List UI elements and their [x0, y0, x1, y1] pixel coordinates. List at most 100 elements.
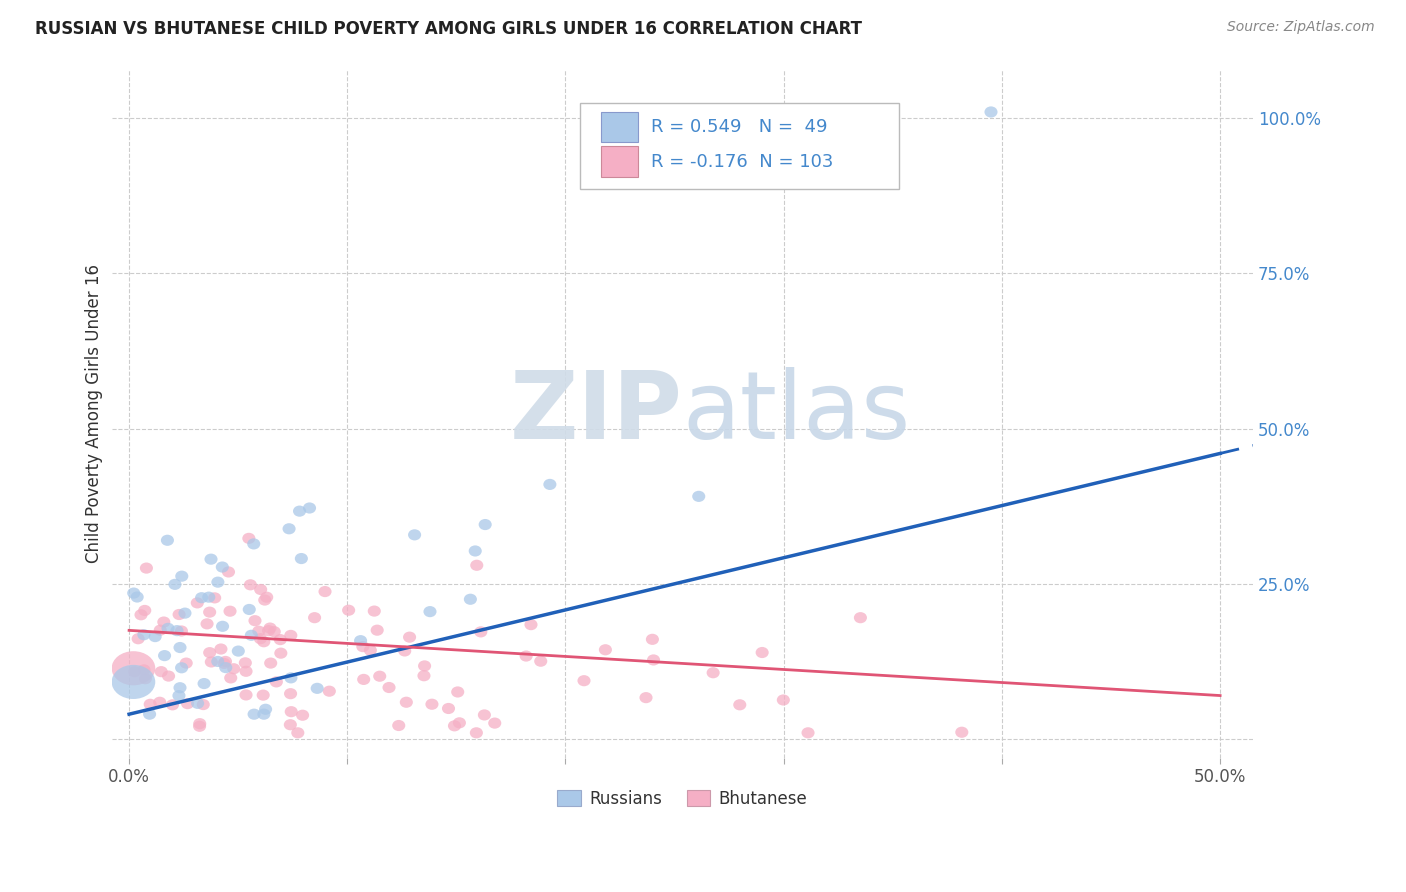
Ellipse shape: [173, 690, 186, 701]
Ellipse shape: [284, 630, 297, 641]
Ellipse shape: [645, 633, 659, 645]
Ellipse shape: [249, 615, 262, 626]
Ellipse shape: [138, 665, 150, 675]
Ellipse shape: [162, 623, 174, 634]
Ellipse shape: [201, 618, 214, 630]
Ellipse shape: [263, 623, 277, 633]
Ellipse shape: [342, 605, 356, 615]
Ellipse shape: [153, 624, 167, 636]
Text: Source: ZipAtlas.com: Source: ZipAtlas.com: [1227, 20, 1375, 34]
Ellipse shape: [257, 636, 270, 648]
Ellipse shape: [193, 718, 207, 730]
Ellipse shape: [474, 626, 488, 638]
Ellipse shape: [138, 605, 152, 616]
Ellipse shape: [222, 566, 235, 577]
Ellipse shape: [176, 571, 188, 582]
Ellipse shape: [215, 561, 229, 573]
Ellipse shape: [399, 697, 413, 708]
Ellipse shape: [239, 690, 253, 700]
Ellipse shape: [232, 646, 245, 657]
Ellipse shape: [202, 647, 217, 658]
Ellipse shape: [111, 665, 155, 699]
Ellipse shape: [368, 606, 381, 616]
Ellipse shape: [274, 648, 287, 659]
Ellipse shape: [801, 727, 814, 739]
Ellipse shape: [398, 646, 412, 657]
Ellipse shape: [984, 106, 997, 118]
Ellipse shape: [262, 625, 276, 636]
Text: RUSSIAN VS BHUTANESE CHILD POVERTY AMONG GIRLS UNDER 16 CORRELATION CHART: RUSSIAN VS BHUTANESE CHILD POVERTY AMONG…: [35, 20, 862, 37]
Legend: Russians, Bhutanese: Russians, Bhutanese: [551, 783, 814, 814]
Ellipse shape: [404, 632, 416, 643]
Ellipse shape: [162, 671, 176, 681]
Ellipse shape: [291, 727, 304, 739]
Ellipse shape: [274, 634, 287, 645]
Text: ZIP: ZIP: [509, 368, 682, 459]
Ellipse shape: [239, 657, 252, 668]
Text: atlas: atlas: [682, 368, 911, 459]
Ellipse shape: [283, 524, 295, 534]
Ellipse shape: [453, 717, 465, 729]
Ellipse shape: [157, 616, 170, 628]
Ellipse shape: [208, 592, 221, 604]
Ellipse shape: [242, 533, 256, 544]
Ellipse shape: [127, 588, 141, 599]
Ellipse shape: [204, 554, 218, 565]
Ellipse shape: [179, 607, 191, 619]
Ellipse shape: [755, 647, 769, 658]
Ellipse shape: [219, 662, 232, 673]
Ellipse shape: [257, 690, 270, 701]
Ellipse shape: [173, 609, 186, 620]
Text: R = -0.176  N = 103: R = -0.176 N = 103: [651, 153, 834, 170]
Ellipse shape: [418, 670, 430, 681]
Ellipse shape: [243, 604, 256, 615]
Ellipse shape: [418, 660, 432, 672]
Ellipse shape: [155, 666, 167, 677]
Ellipse shape: [302, 502, 316, 514]
Ellipse shape: [217, 621, 229, 632]
Ellipse shape: [470, 559, 484, 571]
Ellipse shape: [224, 606, 236, 616]
Ellipse shape: [392, 720, 405, 731]
Ellipse shape: [139, 673, 152, 684]
Ellipse shape: [284, 706, 298, 717]
Ellipse shape: [245, 630, 257, 640]
Ellipse shape: [356, 641, 370, 652]
Ellipse shape: [138, 629, 150, 640]
Ellipse shape: [153, 697, 166, 708]
Ellipse shape: [488, 717, 502, 729]
Ellipse shape: [373, 671, 387, 681]
Ellipse shape: [191, 598, 204, 608]
Ellipse shape: [239, 665, 253, 677]
Ellipse shape: [252, 625, 266, 637]
Ellipse shape: [776, 694, 790, 706]
Ellipse shape: [247, 538, 260, 549]
Ellipse shape: [254, 633, 267, 644]
Ellipse shape: [211, 576, 225, 588]
Ellipse shape: [181, 698, 194, 709]
FancyBboxPatch shape: [579, 103, 898, 189]
Ellipse shape: [243, 579, 257, 591]
Ellipse shape: [149, 631, 162, 642]
Ellipse shape: [228, 663, 240, 674]
Ellipse shape: [157, 650, 172, 661]
Ellipse shape: [408, 529, 422, 541]
Ellipse shape: [143, 698, 156, 710]
Ellipse shape: [131, 591, 143, 603]
Ellipse shape: [371, 624, 384, 636]
Ellipse shape: [311, 682, 323, 694]
Ellipse shape: [382, 681, 395, 693]
Ellipse shape: [170, 625, 184, 636]
Ellipse shape: [169, 579, 181, 590]
Ellipse shape: [224, 673, 238, 683]
Y-axis label: Child Poverty Among Girls Under 16: Child Poverty Among Girls Under 16: [86, 263, 103, 563]
Ellipse shape: [219, 656, 232, 667]
Ellipse shape: [578, 675, 591, 686]
Ellipse shape: [478, 709, 491, 721]
Ellipse shape: [257, 708, 270, 720]
Text: R = 0.549   N =  49: R = 0.549 N = 49: [651, 118, 828, 136]
Ellipse shape: [160, 534, 174, 546]
Ellipse shape: [284, 688, 297, 699]
Ellipse shape: [524, 619, 537, 631]
Ellipse shape: [692, 491, 706, 502]
